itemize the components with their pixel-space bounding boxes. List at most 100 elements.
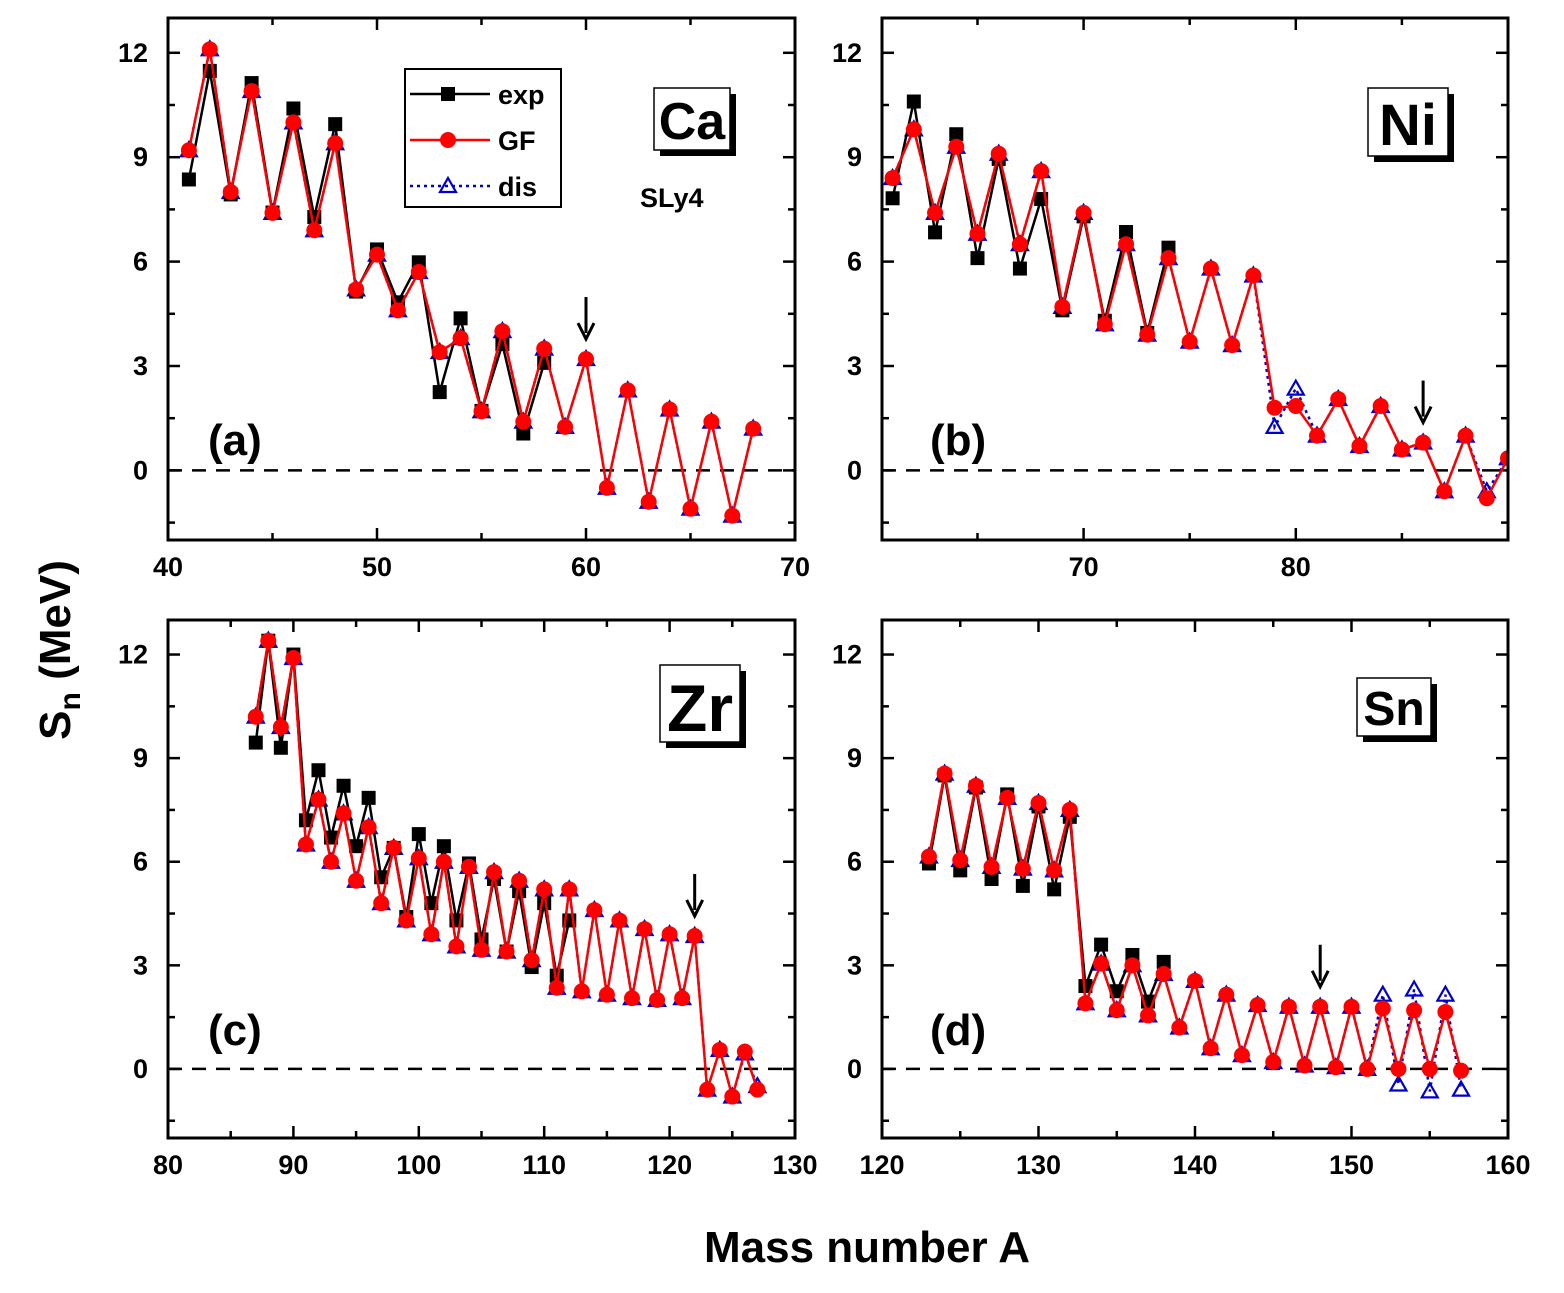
data-point-GF [486,864,503,881]
data-point-GF [1011,236,1028,253]
data-point-GF [348,872,365,889]
data-point-GF [348,281,365,298]
y-tick-label: 0 [133,1054,148,1084]
data-point-GF [431,344,448,361]
y-tick-label: 3 [133,351,148,381]
data-point-GF [1054,298,1071,315]
data-point-GF [1343,998,1360,1015]
data-point-GF [983,858,1000,875]
panel-zr: 80 90 100 110 120 130 0 3 6 9 12 Zr (c) [118,618,818,1180]
x-tick-label: 80 [1281,552,1311,582]
data-point-GF [536,881,553,898]
y-tick-label: 9 [133,142,148,172]
plot-frame [880,618,1510,1140]
series-line-GF [927,773,1463,1074]
functional-note: SLy4 [640,183,704,213]
data-point-exp [949,127,964,142]
data-point-GF [649,991,666,1008]
data-point-exp [298,813,313,828]
data-point-GF [323,853,340,870]
x-tick-label: 80 [153,1150,183,1180]
data-point-GF [967,777,984,794]
data-point-GF [1287,398,1304,415]
data-point-GF [623,990,640,1007]
legend-marker-GF [440,132,456,148]
data-point-GF [682,500,699,517]
x-tick-label: 40 [153,552,183,582]
data-point-GF [435,853,452,870]
data-point-dis [1419,1081,1440,1099]
data-point-exp [1047,882,1062,897]
data-point-GF [999,789,1016,806]
y-tick-label: 9 [133,743,148,773]
data-point-GF [536,340,553,357]
panel-label: (d) [930,1006,986,1055]
legend: exp GF dis [404,68,562,208]
data-point-exp [1156,954,1171,969]
data-point-GF [948,138,965,155]
data-point-exp [549,968,564,983]
data-point-GF [410,850,427,867]
panel-label: (a) [208,416,262,465]
data-point-exp [328,117,343,132]
data-point-GF [598,479,615,496]
data-point-dis [1451,1079,1471,1097]
y-tick-label: 12 [118,640,148,670]
data-point-GF [523,952,540,969]
x-tick-label: 120 [647,1150,692,1180]
element-box [659,664,741,743]
data-point-GF [1245,267,1262,284]
y-axis-title-sub: n [54,692,87,710]
y-tick-label: 12 [832,640,862,670]
data-point-GF [264,204,281,221]
data-point-dis [1388,1074,1409,1092]
element-label: Zr [667,671,733,745]
data-point-GF [201,41,218,58]
y-tick-label: 6 [847,247,862,277]
y-axis-title: Sn (MeV) [31,560,87,740]
data-point-GF [711,1041,728,1058]
data-point-GF [1171,1019,1188,1036]
y-tick-label: 0 [847,1054,862,1084]
y-tick-label: 0 [133,455,148,485]
data-point-GF [1436,483,1453,500]
data-point-GF [661,926,678,943]
data-point-GF [297,836,314,853]
panel-label: (b) [930,416,986,465]
data-layer [919,763,1471,1099]
data-point-GF [920,848,937,865]
data-point-GF [611,912,628,929]
data-point-GF [494,323,511,340]
data-point-GF [498,943,515,960]
svg-text:Sn (MeV): Sn (MeV) [31,560,87,740]
data-point-GF [1077,995,1094,1012]
data-point-GF [1309,427,1326,444]
data-point-GF [369,246,385,263]
data-point-GF [1093,955,1110,972]
data-point-GF [1312,998,1329,1015]
data-point-GF [1096,316,1113,333]
data-point-GF [619,382,636,399]
data-point-exp [1078,979,1093,994]
data-point-exp [286,101,301,116]
x-tick-label: 70 [1069,552,1099,582]
data-layer [179,39,764,524]
x-tick-label: 130 [772,1150,817,1180]
data-point-GF [473,403,490,420]
y-tick-label: 6 [133,847,148,877]
plot-frame [166,618,797,1140]
y-tick-label: 6 [133,247,148,277]
data-point-GF [745,420,762,437]
element-label: Sn [1363,683,1424,736]
data-point-GF [548,979,565,996]
data-point-exp [273,740,288,755]
data-point-dis [1404,979,1424,997]
data-point-GF [1249,997,1266,1014]
data-point-GF [905,121,922,138]
y-tick-label: 3 [847,950,862,980]
data-point-GF [1061,801,1078,818]
data-point-GF [243,83,260,100]
element-label: Ni [1379,93,1437,158]
x-axis-title: Mass number A [704,1223,1030,1272]
data-point-dis [1285,378,1306,396]
